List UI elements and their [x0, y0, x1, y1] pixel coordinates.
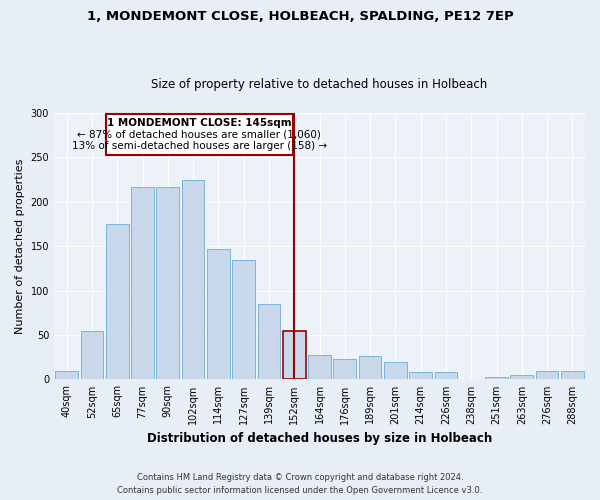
Bar	[207, 249, 230, 380]
Bar	[182, 180, 205, 380]
Text: ← 87% of detached houses are smaller (1,060): ← 87% of detached houses are smaller (1,…	[77, 130, 322, 140]
Bar	[409, 372, 432, 380]
Text: 1, MONDEMONT CLOSE, HOLBEACH, SPALDING, PE12 7EP: 1, MONDEMONT CLOSE, HOLBEACH, SPALDING, …	[86, 10, 514, 23]
Text: Contains HM Land Registry data © Crown copyright and database right 2024.
Contai: Contains HM Land Registry data © Crown c…	[118, 473, 482, 495]
Bar	[561, 372, 584, 380]
Bar	[55, 370, 78, 380]
Y-axis label: Number of detached properties: Number of detached properties	[15, 158, 25, 334]
Bar	[257, 304, 280, 380]
Bar	[434, 372, 457, 380]
X-axis label: Distribution of detached houses by size in Holbeach: Distribution of detached houses by size …	[147, 432, 492, 445]
Bar	[157, 186, 179, 380]
Bar	[232, 260, 255, 380]
Bar	[283, 332, 305, 380]
Bar	[359, 356, 382, 380]
Bar	[536, 372, 559, 380]
Bar	[511, 375, 533, 380]
Bar	[485, 377, 508, 380]
Bar	[384, 362, 407, 380]
Bar	[106, 114, 293, 154]
Bar	[334, 359, 356, 380]
Text: 1 MONDEMONT CLOSE: 145sqm: 1 MONDEMONT CLOSE: 145sqm	[107, 118, 292, 128]
Bar	[308, 356, 331, 380]
Bar	[131, 186, 154, 380]
Title: Size of property relative to detached houses in Holbeach: Size of property relative to detached ho…	[151, 78, 488, 91]
Bar	[106, 224, 128, 380]
Bar	[80, 332, 103, 380]
Text: 13% of semi-detached houses are larger (158) →: 13% of semi-detached houses are larger (…	[72, 140, 327, 150]
